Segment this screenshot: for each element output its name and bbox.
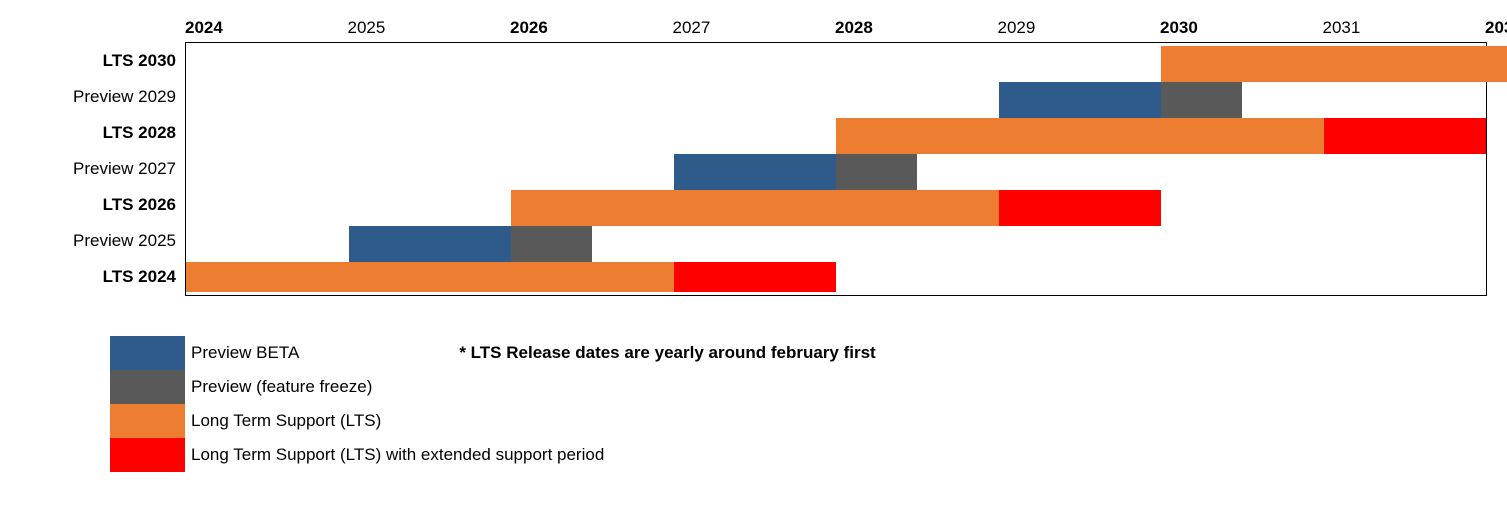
legend-label: Preview (feature freeze)	[185, 377, 372, 397]
timeline-bar	[999, 82, 1162, 118]
timeline-row: LTS 2026	[186, 187, 1486, 223]
legend-item: Long Term Support (LTS)	[110, 404, 1507, 438]
timeline-row: Preview 2029	[186, 79, 1486, 115]
timeline-bar	[1324, 118, 1487, 154]
legend-item: Preview BETA * LTS Release dates are year…	[110, 336, 1507, 370]
timeline-row: LTS 2024	[186, 259, 1486, 295]
timeline-bar	[674, 262, 837, 292]
legend-label: Preview BETA	[185, 343, 299, 363]
x-tick: 2027	[673, 18, 711, 38]
x-tick: 2032	[1485, 18, 1507, 38]
release-timeline-chart: 2024 2025 2026 2027 2028 2029 2030 2031 2032 LTS…	[185, 10, 1507, 296]
timeline-row: LTS 2028	[186, 115, 1486, 151]
row-label: Preview 2027	[73, 159, 186, 179]
legend-swatch	[110, 336, 185, 370]
legend-label: Long Term Support (LTS)	[185, 411, 381, 431]
legend-swatch	[110, 404, 185, 438]
timeline-bar	[511, 190, 999, 226]
legend-item: Long Term Support (LTS) with extended su…	[110, 438, 1507, 472]
row-label: LTS 2028	[103, 123, 186, 143]
timeline-bar	[349, 226, 512, 262]
x-tick: 2031	[1323, 18, 1361, 38]
timeline-bar	[836, 154, 917, 190]
timeline-bar	[511, 226, 592, 262]
timeline-bar	[1161, 46, 1507, 82]
x-tick: 2030	[1160, 18, 1198, 38]
timeline-bar	[186, 262, 674, 292]
row-label: Preview 2029	[73, 87, 186, 107]
plot-area: LTS 2030Preview 2029LTS 2028Preview 2027…	[185, 42, 1487, 296]
x-axis: 202420252026202720282029203020312032	[185, 10, 1485, 42]
x-tick: 2024	[185, 18, 223, 38]
timeline-bar	[999, 190, 1162, 226]
timeline-bar	[1161, 82, 1242, 118]
timeline-bar	[674, 154, 837, 190]
legend-label: Long Term Support (LTS) with extended su…	[185, 445, 604, 465]
x-tick: 2028	[835, 18, 873, 38]
row-label: LTS 2024	[103, 267, 186, 287]
timeline-row: Preview 2027	[186, 151, 1486, 187]
timeline-row: LTS 2030	[186, 43, 1486, 79]
legend-item: Preview (feature freeze)	[110, 370, 1507, 404]
x-tick: 2025	[348, 18, 386, 38]
release-note: * LTS Release dates are yearly around fe…	[459, 343, 875, 363]
legend: Preview BETA * LTS Release dates are year…	[110, 336, 1507, 472]
timeline-bar	[836, 118, 1324, 154]
timeline-row: Preview 2025	[186, 223, 1486, 259]
row-label: LTS 2026	[103, 195, 186, 215]
row-label: Preview 2025	[73, 231, 186, 251]
x-tick: 2029	[998, 18, 1036, 38]
x-tick: 2026	[510, 18, 548, 38]
row-label: LTS 2030	[103, 51, 186, 71]
legend-swatch	[110, 370, 185, 404]
legend-swatch	[110, 438, 185, 472]
